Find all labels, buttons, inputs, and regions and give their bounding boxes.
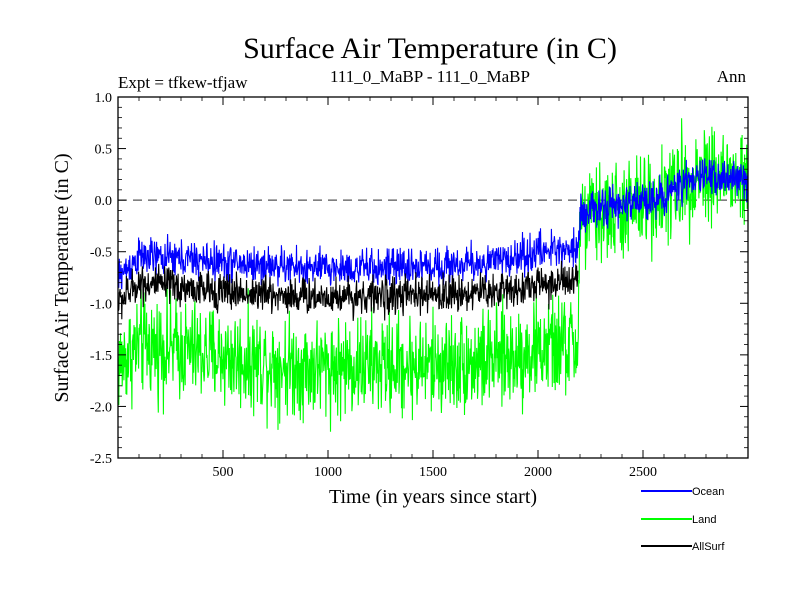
chart-title: Surface Air Temperature (in C) [243, 32, 617, 65]
x-tick-label: 500 [213, 465, 234, 480]
x-tick-label: 2500 [629, 465, 657, 480]
y-tick-label: 0.5 [95, 143, 113, 158]
y-tick-label: -1.0 [90, 297, 112, 312]
period-label: 111_0_MaBP - 111_0_MaBP [330, 67, 530, 86]
y-tick-label: 1.0 [95, 91, 113, 106]
y-axis-label: Surface Air Temperature (in C) [51, 153, 73, 402]
y-tick-label: -2.0 [90, 400, 112, 415]
legend-label-land: Land [692, 514, 716, 526]
y-tick-label: 0.0 [95, 194, 113, 209]
series-line-land [117, 118, 749, 432]
y-tick-label: -1.5 [90, 349, 112, 364]
x-tick-label: 1000 [314, 465, 342, 480]
axis-layer: 500 1000 1500 2000 2500 -2.5 -2.0 -1.5 -1.0 -0.5 0… [90, 91, 749, 480]
series-line-allsurf [117, 260, 579, 321]
x-tick-label: 2000 [524, 465, 552, 480]
plot-frame [117, 96, 749, 459]
series-line-ocean [117, 158, 749, 290]
x-tick-label: 1500 [419, 465, 447, 480]
legend-label-allsurf: AllSurf [692, 541, 725, 553]
y-tick-label: -0.5 [90, 246, 112, 261]
series-layer [117, 118, 749, 432]
x-axis-label: Time (in years since start) [329, 486, 537, 508]
legend-label-ocean: Ocean [692, 486, 724, 498]
legend: Ocean Land AllSurf [641, 486, 725, 553]
y-tick-label: -2.5 [90, 452, 112, 467]
season-label: Ann [717, 67, 747, 86]
experiment-label: Expt = tfkew-tfjaw [118, 73, 248, 92]
